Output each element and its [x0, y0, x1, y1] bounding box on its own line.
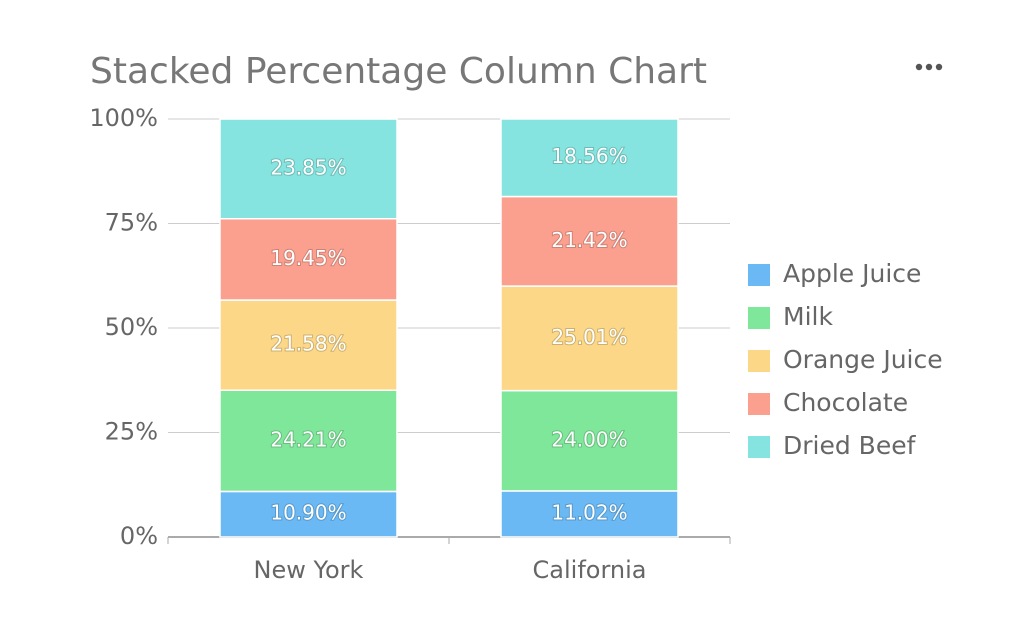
bar-segment — [219, 389, 398, 493]
menu-button[interactable] — [915, 63, 943, 71]
x-tick-label: New York — [254, 556, 364, 584]
menu-dot[interactable] — [915, 63, 923, 71]
data-label: 21.42% — [551, 228, 627, 252]
legend-swatch — [748, 264, 770, 286]
x-tick-label: California — [533, 556, 647, 584]
legend-label: Chocolate — [783, 388, 908, 417]
legend-label: Dried Beef — [783, 431, 917, 460]
bar-segment — [500, 285, 679, 392]
legend-swatch — [748, 307, 770, 329]
legend-swatch — [748, 350, 770, 372]
y-tick-label: 0% — [120, 522, 158, 550]
data-label: 24.00% — [551, 427, 627, 451]
y-tick-label: 25% — [105, 418, 158, 446]
bar-segment — [219, 490, 398, 538]
menu-dot[interactable] — [935, 63, 943, 71]
menu-dot[interactable] — [925, 63, 933, 71]
data-label: 10.90% — [270, 501, 346, 525]
bar-segment — [219, 299, 398, 391]
data-label: 18.56% — [551, 144, 627, 168]
bar-segment — [500, 195, 679, 287]
legend-label: Apple Juice — [783, 259, 921, 288]
legend-label: Orange Juice — [783, 345, 943, 374]
bar-segment — [500, 118, 679, 198]
data-label: 19.45% — [270, 246, 346, 270]
data-label: 21.58% — [270, 332, 346, 356]
bar-segment — [219, 217, 398, 301]
legend-swatch — [748, 393, 770, 415]
y-tick-label: 50% — [105, 313, 158, 341]
chart-title: Stacked Percentage Column Chart — [90, 51, 707, 92]
bar-segment — [219, 118, 398, 220]
data-label: 24.21% — [270, 427, 346, 451]
data-label: 25.01% — [551, 325, 627, 349]
data-label: 11.02% — [551, 500, 627, 524]
y-tick-label: 75% — [105, 209, 158, 237]
y-tick-label: 100% — [89, 104, 158, 132]
data-label: 23.85% — [270, 155, 346, 179]
legend-swatch — [748, 436, 770, 458]
legend-label: Milk — [783, 302, 833, 331]
